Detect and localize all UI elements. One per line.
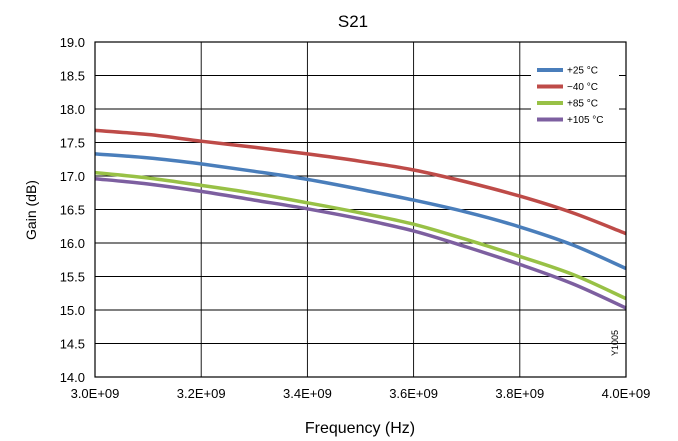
y-tick-label: 14.5: [60, 337, 85, 352]
series-line-0: [94, 152, 627, 271]
y-tick-label: 16.0: [60, 236, 85, 251]
legend-label: +85 °C: [567, 99, 598, 110]
series-line-1: [94, 128, 627, 236]
x-tick-label: 3.8E+09: [495, 386, 544, 401]
y-tick-label: 14.0: [60, 370, 85, 385]
y-tick-label: 17.0: [60, 169, 85, 184]
series-line-2: [94, 170, 627, 301]
legend: +25 °C −40 °C +85 °C +105 °C: [531, 58, 619, 130]
series-lines: [94, 128, 627, 310]
figure-id: Y1005: [610, 330, 620, 356]
x-tick-label: 3.4E+09: [283, 386, 332, 401]
y-tick-label: 19.0: [60, 35, 85, 50]
y-tick-label: 15.5: [60, 270, 85, 285]
y-tick-label: 16.5: [60, 203, 85, 218]
y-tick-label: 18.0: [60, 102, 85, 117]
x-tick-label: 3.0E+09: [71, 386, 120, 401]
chart-title: S21: [338, 12, 368, 31]
legend-label: −40 °C: [567, 82, 598, 93]
y-tick-label: 18.5: [60, 69, 85, 84]
x-axis-label: Frequency (Hz): [305, 420, 415, 437]
y-tick-label: 15.0: [60, 303, 85, 318]
legend-label: +105 °C: [567, 115, 604, 126]
x-tick-label: 3.2E+09: [177, 386, 226, 401]
y-tick-label: 17.5: [60, 136, 85, 151]
plot-frame: [94, 41, 627, 378]
y-axis-label: Gain (dB): [23, 180, 39, 240]
x-tick-label: 4.0E+09: [602, 386, 651, 401]
x-tick-label: 3.6E+09: [389, 386, 438, 401]
x-tick-labels: 3.0E+09 3.2E+09 3.4E+09 3.6E+09 3.8E+09 4.0E+…: [71, 386, 651, 401]
y-tick-labels: 14.0 14.5 15.0 15.5 16.0 16.5 17.0 17.5 18.0 18.5…: [60, 35, 85, 385]
series-line-3: [94, 176, 627, 310]
legend-label: +25 °C: [567, 66, 598, 77]
